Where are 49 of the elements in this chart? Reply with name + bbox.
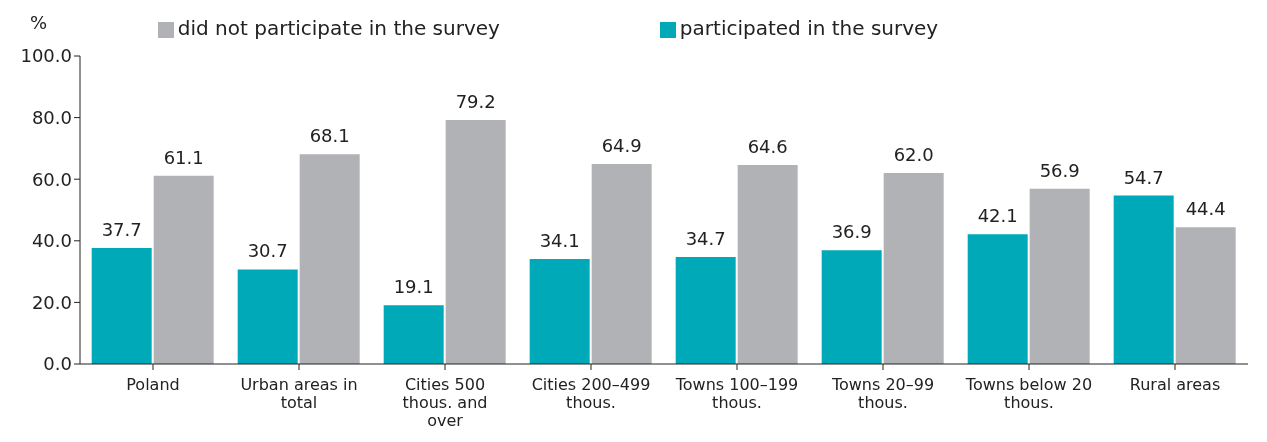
data-label: 36.9 (831, 221, 872, 243)
bar (883, 173, 944, 364)
x-tick-label: Towns below 20 thous. (964, 375, 1093, 412)
bar (91, 247, 152, 364)
bar (237, 269, 298, 364)
bar (1113, 195, 1174, 364)
bar (383, 305, 444, 364)
bar (1029, 188, 1090, 364)
data-label: 34.7 (685, 228, 726, 250)
legend-label: did not participate in the survey (177, 16, 500, 40)
data-label: 56.9 (1039, 159, 1080, 181)
data-label: 64.6 (747, 136, 788, 158)
data-label: 64.9 (601, 135, 642, 157)
y-tick-label: 20.0 (31, 291, 72, 313)
bar (591, 164, 652, 364)
x-tick-label: Towns 100–199 thous. (674, 375, 799, 412)
bar (299, 154, 360, 364)
data-label: 44.4 (1185, 198, 1226, 220)
data-label: 68.1 (309, 125, 350, 147)
x-tick-label: Cities 200–499 thous. (531, 375, 651, 412)
y-tick-label: 40.0 (31, 230, 72, 252)
y-tick-label: 100.0 (20, 45, 72, 67)
y-tick-label: 0.0 (43, 353, 72, 375)
bar (153, 175, 214, 364)
bar (675, 257, 736, 364)
data-label: 34.1 (539, 229, 580, 251)
data-label: 37.7 (101, 218, 142, 240)
y-axis-title: % (30, 12, 48, 33)
legend-label: participated in the survey (679, 16, 939, 40)
x-tick-label: Towns 20–99 thous. (830, 375, 935, 412)
bar (967, 234, 1028, 364)
x-tick-label: Rural areas (1129, 375, 1221, 394)
y-tick-label: 80.0 (31, 106, 72, 128)
bar (737, 165, 798, 364)
data-label: 79.2 (455, 91, 496, 113)
data-label: 19.1 (393, 276, 434, 298)
data-label: 61.1 (163, 146, 204, 168)
data-label: 42.1 (977, 205, 1018, 227)
x-tick-label: Urban areas in total (240, 375, 358, 412)
x-tick-label: Cities 500 thous. and over (402, 375, 488, 430)
bar (1175, 227, 1236, 364)
data-label: 62.0 (893, 144, 934, 166)
y-tick-label: 60.0 (31, 168, 72, 190)
bar (821, 250, 882, 364)
data-label: 30.7 (247, 240, 288, 262)
x-tick-label: Poland (126, 375, 180, 394)
bar (445, 120, 506, 364)
data-label: 54.7 (1123, 166, 1164, 188)
bar (529, 258, 590, 364)
